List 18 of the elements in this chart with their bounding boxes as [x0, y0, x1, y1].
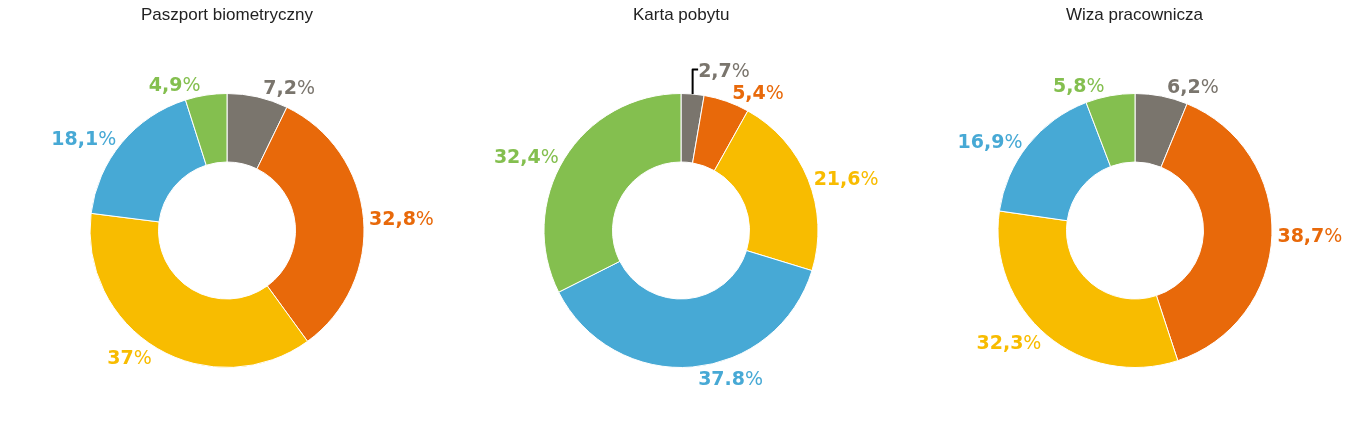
data-label: 32,3% — [976, 330, 1042, 353]
data-label: 7,2% — [263, 75, 315, 98]
data-label: 38,7% — [1277, 224, 1343, 247]
data-label: 37% — [107, 345, 152, 368]
data-label: 21,6% — [813, 166, 879, 189]
data-label: 32,8% — [368, 207, 434, 230]
data-label: 16,9% — [957, 129, 1023, 152]
chart-title: Paszport biometryczny — [141, 5, 314, 24]
data-label: 4,9% — [148, 73, 201, 96]
data-label: 18,1% — [51, 127, 117, 150]
data-label: 5,4% — [732, 80, 784, 103]
data-label: 32,4% — [493, 144, 559, 167]
data-label: 37.8% — [698, 366, 764, 389]
chart-title: Karta pobytu — [633, 5, 730, 24]
chart-title: Wiza pracownicza — [1066, 5, 1204, 24]
data-label: 2,7% — [698, 58, 750, 81]
data-label: 5,8% — [1052, 74, 1105, 97]
data-label: 6,2% — [1167, 74, 1219, 97]
